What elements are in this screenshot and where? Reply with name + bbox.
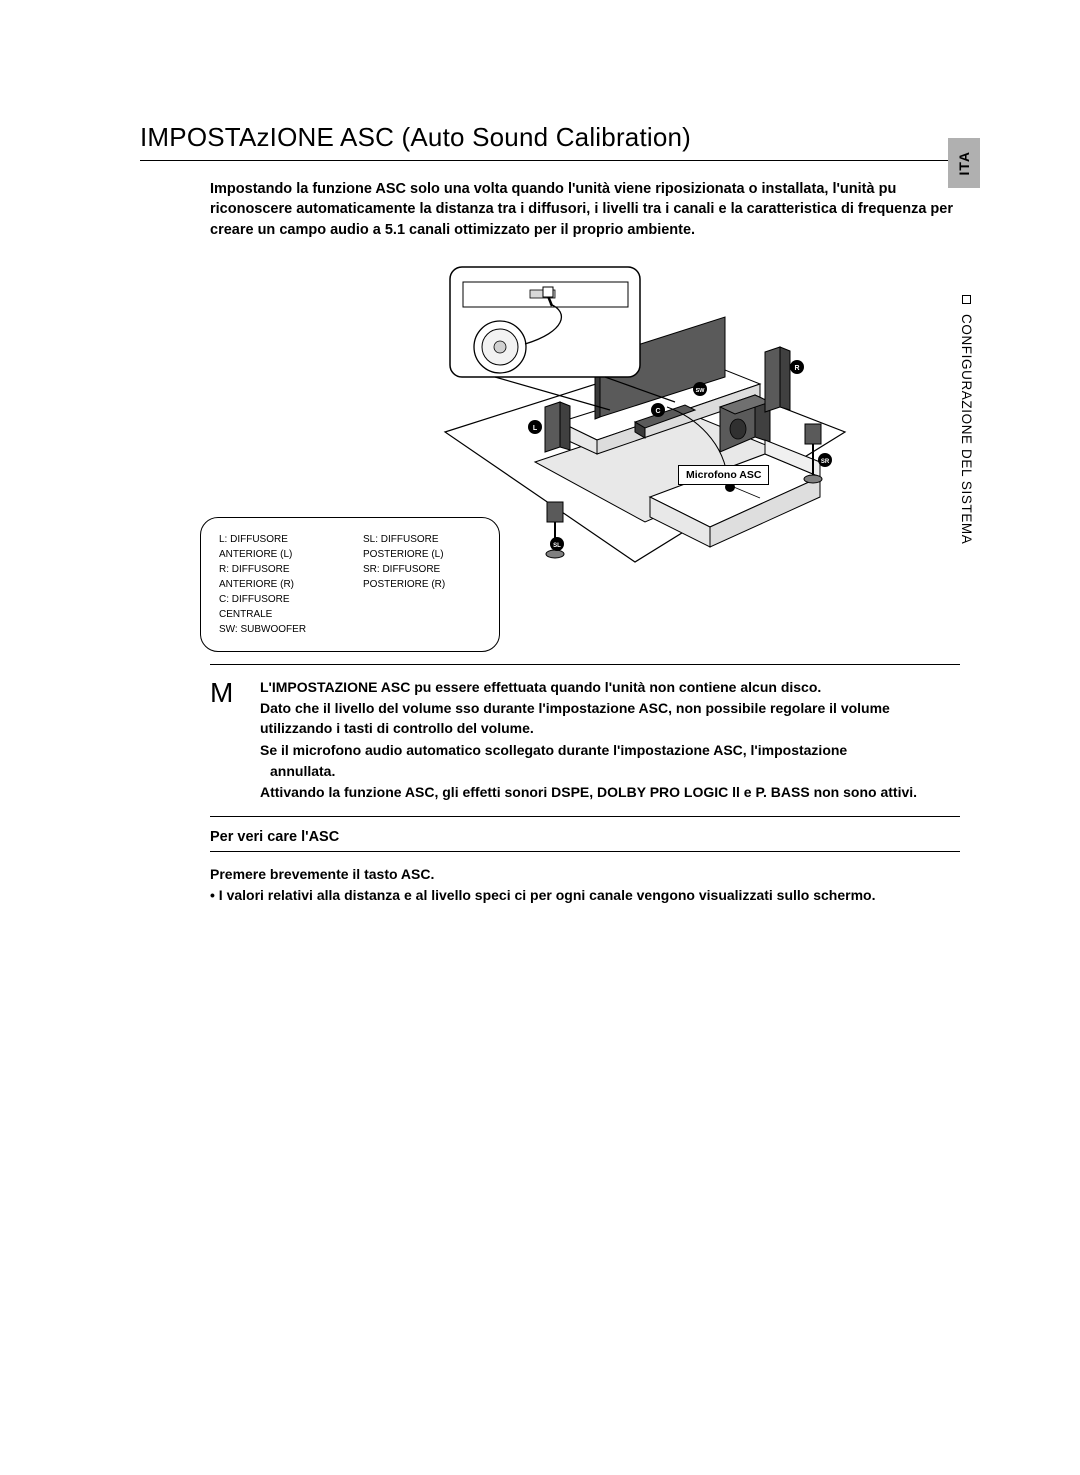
microphone-label: Microfono ASC	[678, 465, 769, 485]
svg-text:L: L	[533, 425, 538, 432]
verify-block: Per veri care l'ASC Premere brevemente i…	[210, 829, 960, 907]
legend-sw: SW: SUBWOOFER	[219, 622, 337, 637]
side-tab-language-text: ITA	[956, 151, 972, 176]
svg-text:R: R	[794, 365, 799, 372]
intro-paragraph: Impostando la funzione ASC solo una volt…	[140, 179, 960, 240]
note-block: M L'IMPOSTAZIONE ASC pu essere effettuat…	[210, 664, 960, 817]
legend-sr1: SR: DIFFUSORE	[363, 562, 481, 577]
bullet-icon	[962, 295, 971, 304]
side-tab-chapter: CONFIGURAZIONE DEL SISTEMA	[959, 295, 974, 544]
verify-line-2: • I valori relativi alla distanza e al l…	[210, 885, 960, 907]
svg-text:SR: SR	[821, 459, 830, 465]
legend-c: C: DIFFUSORE CENTRALE	[219, 592, 337, 622]
page-title: IMPOSTAzIONE ASC (Auto Sound Calibration…	[140, 122, 960, 161]
legend-col-left: L: DIFFUSORE ANTERIORE (L) R: DIFFUSORE …	[219, 532, 337, 637]
svg-text:SL: SL	[553, 543, 561, 549]
verify-line-1: Premere brevemente il tasto ASC.	[210, 864, 960, 886]
diagram-legend: L: DIFFUSORE ANTERIORE (L) R: DIFFUSORE …	[200, 517, 500, 652]
legend-l: L: DIFFUSORE ANTERIORE (L)	[219, 532, 337, 562]
legend-sr2: POSTERIORE (R)	[363, 577, 481, 592]
note-p2: Dato che il livello del volume sso duran…	[260, 698, 960, 739]
setup-diagram: L R C SW SL SR Microfono ASC L: DIFFUSOR…	[210, 262, 960, 622]
note-text: L'IMPOSTAZIONE ASC pu essere effettuata …	[260, 677, 960, 804]
note-p3: Se il microfono audio automatico scolleg…	[260, 740, 960, 760]
note-p3b: annullata.	[260, 761, 960, 781]
verify-body: Premere brevemente il tasto ASC. • I val…	[210, 852, 960, 907]
side-tab-language: ITA	[948, 138, 980, 188]
legend-sl1: SL: DIFFUSORE	[363, 532, 481, 547]
legend-col-right: SL: DIFFUSORE POSTERIORE (L) SR: DIFFUSO…	[363, 532, 481, 637]
svg-text:C: C	[655, 408, 660, 415]
svg-text:SW: SW	[696, 388, 706, 394]
note-icon: M	[210, 677, 240, 804]
note-p4: Attivando la funzione ASC, gli effetti s…	[260, 782, 960, 802]
legend-sl2: POSTERIORE (L)	[363, 547, 481, 562]
side-tab-chapter-text: CONFIGURAZIONE DEL SISTEMA	[959, 314, 974, 544]
manual-page: ITA CONFIGURAZIONE DEL SISTEMA IMPOSTAzI…	[0, 0, 1080, 1475]
note-p1: L'IMPOSTAZIONE ASC pu essere effettuata …	[260, 677, 960, 697]
verify-title: Per veri care l'ASC	[210, 829, 960, 852]
legend-r: R: DIFFUSORE ANTERIORE (R)	[219, 562, 337, 592]
